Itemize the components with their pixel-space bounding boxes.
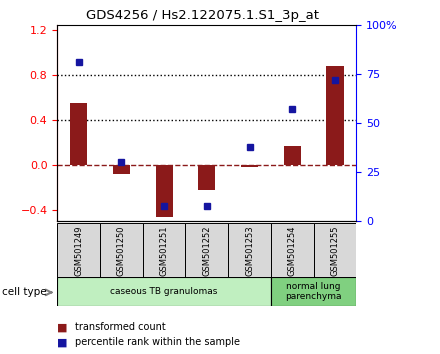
Bar — [100, 223, 143, 278]
Text: cell type: cell type — [2, 287, 47, 297]
Text: GSM501249: GSM501249 — [74, 225, 83, 276]
Text: GSM501253: GSM501253 — [245, 225, 254, 276]
Text: GSM501251: GSM501251 — [160, 225, 169, 276]
Text: transformed count: transformed count — [75, 322, 165, 332]
Text: GSM501255: GSM501255 — [330, 225, 340, 276]
Bar — [241, 165, 258, 167]
Bar — [70, 103, 87, 165]
Bar — [314, 223, 356, 278]
Bar — [198, 165, 215, 190]
Bar — [271, 223, 314, 278]
Bar — [326, 66, 344, 165]
Bar — [57, 277, 271, 306]
Bar — [284, 146, 301, 165]
Text: GDS4256 / Hs2.122075.1.S1_3p_at: GDS4256 / Hs2.122075.1.S1_3p_at — [86, 9, 319, 22]
Bar — [143, 223, 185, 278]
Text: ■: ■ — [57, 322, 68, 332]
Bar — [271, 277, 356, 306]
Text: percentile rank within the sample: percentile rank within the sample — [75, 337, 240, 347]
Text: GSM501250: GSM501250 — [117, 225, 126, 276]
Text: ■: ■ — [57, 337, 68, 347]
Text: normal lung
parenchyma: normal lung parenchyma — [286, 282, 342, 301]
Text: GSM501252: GSM501252 — [202, 225, 211, 276]
Bar — [57, 223, 100, 278]
Bar — [155, 165, 172, 217]
Bar — [228, 223, 271, 278]
Text: caseous TB granulomas: caseous TB granulomas — [110, 287, 218, 296]
Bar — [185, 223, 228, 278]
Bar — [113, 165, 130, 174]
Text: GSM501254: GSM501254 — [288, 225, 297, 276]
